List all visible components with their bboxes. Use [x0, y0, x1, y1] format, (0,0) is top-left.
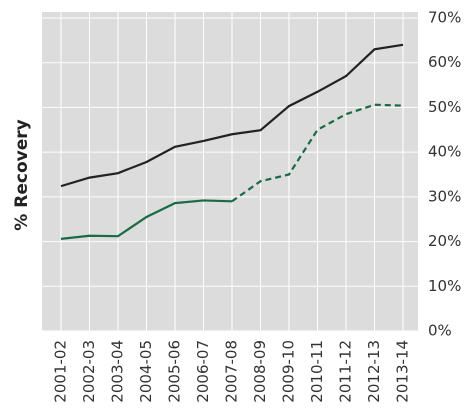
y-tick-label: 70%	[428, 9, 461, 27]
x-tick-label: 2011-12	[337, 340, 355, 403]
x-tick-label: 2013-14	[394, 340, 412, 403]
y-tick-label: 50%	[428, 98, 461, 116]
x-tick-label: 2009-10	[280, 340, 298, 403]
y-tick-label: 10%	[428, 277, 461, 295]
x-tick-label: 2012-13	[365, 340, 383, 403]
series-line	[60, 199, 233, 240]
y-tick-label: 20%	[428, 232, 461, 250]
x-tick-label: 2002-03	[80, 340, 98, 403]
y-tick-label: 40%	[428, 143, 461, 161]
x-tick-label: 2007-08	[223, 340, 241, 403]
x-tick-label: 2001-02	[52, 340, 70, 403]
x-tick-label: 2010-11	[308, 340, 326, 403]
series-line	[60, 43, 404, 188]
series-line	[231, 103, 404, 203]
x-tick-label: 2003-04	[109, 340, 127, 403]
plot-area	[42, 12, 418, 331]
x-tick-label: 2004-05	[137, 340, 155, 403]
y-tick-label: 60%	[428, 53, 461, 71]
x-tick-label: 2006-07	[194, 340, 212, 403]
x-tick-label: 2008-09	[251, 340, 269, 403]
y-tick-label: 30%	[428, 187, 461, 205]
y-tick-label: 0%	[428, 322, 452, 340]
y-axis-label: % Recovery	[12, 119, 32, 230]
x-tick-label: 2005-06	[166, 340, 184, 403]
